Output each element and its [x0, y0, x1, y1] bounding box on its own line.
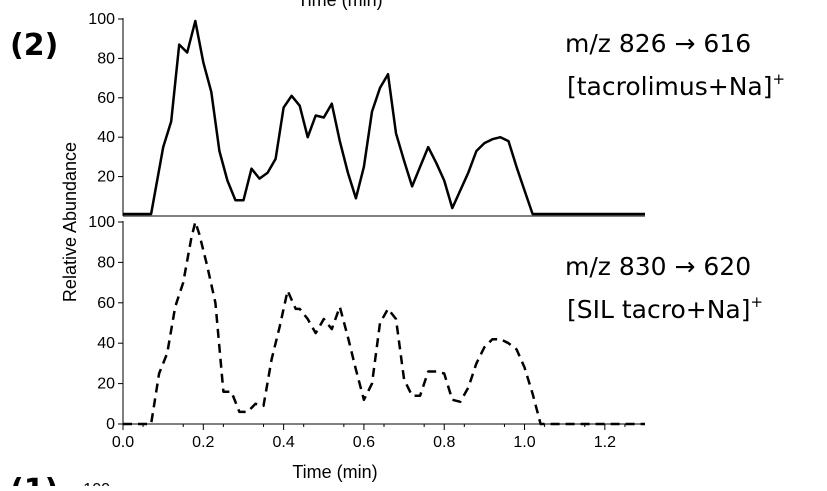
x-tick-label: 0.0: [112, 434, 134, 451]
bottom-panel: 0 20 40 60 80 100 0.0 0.2 0.4 0.6 0.8 1.0 1.2 m/z 8…: [88, 214, 763, 451]
x-tick-label: 1.0: [513, 434, 535, 451]
bottom-y-ticks: 0 20 40 60 80 100: [88, 214, 123, 433]
bottom-ion-annotation: [SIL tacro+Na]+: [567, 293, 763, 324]
x-tick-label: 0.6: [353, 434, 375, 451]
bottom-y-tick-label: 60: [97, 295, 115, 312]
bottom-y-tick-label: 80: [97, 254, 115, 271]
top-panel: 20 40 60 80 100 m/z 826 → 616 [tacrolimus+Na…: [88, 11, 785, 217]
x-tick-label: 0.8: [433, 434, 455, 451]
top-ion-superscript: +: [772, 70, 785, 88]
bottom-y-tick-label: 40: [97, 335, 115, 352]
bottom-y-tick-label: 100: [88, 214, 115, 231]
top-y-tick-label: 60: [97, 90, 115, 107]
bottom-series-line: [123, 220, 645, 426]
y-axis-title: Relative Abundance: [60, 142, 80, 302]
bottom-transition-annotation: m/z 830 → 620: [565, 252, 751, 281]
bottom-ion-superscript: +: [750, 293, 763, 311]
top-ion-annotation: [tacrolimus+Na]+: [567, 70, 785, 101]
x-tick-label: 0.2: [192, 434, 214, 451]
panel-label: (2): [10, 28, 58, 63]
next-panel-label: (1): [10, 473, 58, 486]
top-clipped-axis-title: Time (min): [297, 0, 382, 10]
top-y-tick-label: 20: [97, 169, 115, 186]
x-tick-label: 0.4: [272, 434, 294, 451]
top-y-tick-label: 40: [97, 129, 115, 146]
top-y-ticks: 20 40 60 80 100: [88, 11, 123, 186]
x-axis-title: Time (min): [292, 462, 377, 482]
bottom-y-tick-label: 20: [97, 376, 115, 393]
next-panel-tick-label: 100: [83, 481, 110, 486]
top-ion-text: [tacrolimus+Na]: [567, 72, 772, 101]
top-y-tick-label: 80: [97, 50, 115, 67]
top-transition-annotation: m/z 826 → 616: [565, 29, 751, 58]
top-series-line: [123, 19, 645, 216]
top-y-tick-label: 100: [88, 11, 115, 28]
x-tick-label: 1.2: [594, 434, 616, 451]
bottom-y-tick-label: 0: [106, 416, 115, 433]
bottom-x-ticks: 0.0 0.2 0.4 0.6 0.8 1.0 1.2: [112, 424, 626, 451]
bottom-ion-text: [SIL tacro+Na]: [567, 295, 750, 324]
